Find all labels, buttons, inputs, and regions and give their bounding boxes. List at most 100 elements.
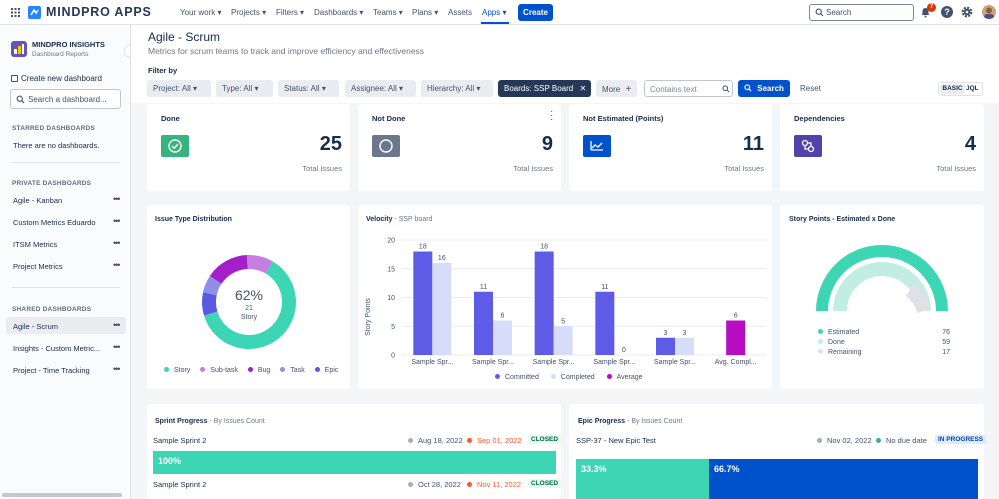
reset-button[interactable]: Reset [800, 84, 821, 93]
close-icon[interactable]: ✕ [579, 84, 587, 93]
legend-average[interactable]: Average [606, 374, 643, 381]
bar-committed[interactable] [413, 251, 433, 356]
nav-filters[interactable]: Filters ▾ [276, 8, 305, 17]
legend-label: Story [174, 367, 191, 374]
brand-name[interactable]: MINDPRO APPS [46, 5, 152, 19]
donut-slice-story[interactable] [204, 261, 296, 349]
more-options-icon[interactable]: ••• [113, 194, 121, 204]
sprint-name[interactable]: Sample Sprint 2 [153, 436, 207, 445]
nav-label: Assets [448, 8, 473, 17]
brand-logo-icon[interactable] [28, 6, 41, 19]
sprint-progress-title-text: Sprint Progress [155, 418, 208, 425]
jql-mode-button[interactable]: JQL [966, 85, 979, 92]
legend-dot [818, 329, 823, 334]
nav-teams[interactable]: Teams ▾ [373, 8, 403, 17]
sidebar-item-agile-scrum[interactable]: Agile - Scrum [13, 322, 59, 331]
bar-completed[interactable] [432, 263, 452, 355]
search-button[interactable]: Search [738, 80, 790, 97]
more-options-icon[interactable]: ••• [113, 238, 121, 248]
app-switcher-icon[interactable] [11, 8, 20, 17]
legend-story[interactable]: Story [164, 367, 190, 374]
sidebar-item-custom-metrics[interactable]: Custom Metrics Eduardo [13, 218, 96, 227]
collapse-sidebar-button[interactable]: ‹ [124, 44, 130, 58]
sidebar-scrollbar[interactable] [2, 493, 122, 497]
filter-assignee[interactable]: Assignee: All ▾ [345, 80, 416, 97]
stat-card-not-done[interactable]: Not Done · · · 9 Total Issues [358, 104, 561, 191]
donut-slice-task[interactable] [203, 275, 222, 296]
legend-committed[interactable]: Committed [495, 374, 539, 381]
row-value: 76 [942, 329, 950, 336]
donut-slice-sub-task[interactable] [247, 255, 273, 274]
bar-average[interactable] [726, 320, 746, 356]
settings-gear-icon[interactable] [961, 6, 973, 20]
nav-apps[interactable]: Apps ▾ [482, 8, 507, 17]
bar-committed[interactable] [474, 291, 493, 355]
bar-completed[interactable] [675, 337, 694, 355]
filter-type[interactable]: Type: All ▾ [216, 80, 273, 97]
legend-subtask[interactable]: Sub-task [200, 367, 238, 374]
global-search-input[interactable]: Search [809, 4, 914, 21]
legend-dot [818, 339, 823, 344]
basic-mode-button[interactable]: BASIC [940, 84, 965, 94]
sidebar-item-time-tracking[interactable]: Project - Time Tracking [13, 366, 90, 375]
bar-committed[interactable] [534, 251, 554, 356]
search-icon [815, 8, 824, 19]
dependency-icon [794, 135, 822, 157]
stat-card-dependencies[interactable]: Dependencies 4 Total Issues [780, 104, 984, 191]
help-icon[interactable]: ? [941, 6, 953, 18]
legend-bug[interactable]: Bug [247, 367, 271, 374]
bar-completed[interactable] [493, 320, 512, 356]
legend-epic[interactable]: Epic [314, 367, 339, 374]
legend-completed[interactable]: Completed [550, 374, 595, 381]
more-options-icon[interactable]: ••• [113, 364, 121, 374]
epic-start-text: Nov 02, 2022 [827, 436, 872, 445]
more-options-icon[interactable]: ••• [113, 320, 121, 330]
donut-slice-bug[interactable] [209, 255, 248, 285]
stat-sub: Total Issues [513, 164, 553, 173]
legend-label: Bug [257, 367, 271, 374]
data-label: 18 [540, 244, 548, 251]
story-points-title: Story Points - Estimated x Done [789, 216, 896, 223]
filter-project[interactable]: Project: All ▾ [147, 80, 211, 97]
bar-committed[interactable] [595, 291, 615, 355]
filter-more[interactable]: More + [596, 80, 637, 97]
stat-title: Done [161, 114, 180, 123]
nav-your-work[interactable]: Your work ▾ [180, 8, 222, 17]
legend-dot [200, 367, 206, 372]
bar-completed[interactable] [553, 326, 573, 355]
legend-label: Epic [324, 367, 339, 374]
app-name: MINDPRO INSIGHTS [32, 40, 105, 49]
row-done: Done 59 [818, 339, 950, 349]
nav-dashboards[interactable]: Dashboards ▾ [314, 8, 364, 17]
nav-assets[interactable]: Assets [448, 8, 472, 17]
sidebar-item-project-metrics[interactable]: Project Metrics [13, 262, 63, 271]
nav-plans[interactable]: Plans ▾ [412, 8, 439, 17]
user-avatar[interactable] [982, 5, 996, 19]
sprint-progress-bar[interactable]: 100% [153, 451, 556, 474]
stat-card-done[interactable]: Done 25 Total Issues [147, 104, 350, 191]
more-options-icon[interactable]: ••• [113, 216, 121, 226]
sprint-name[interactable]: Sample Sprint 2 [153, 480, 207, 489]
filter-boards-active[interactable]: Boards: SSP Board ✕ [498, 80, 591, 97]
sidebar-item-insights-custom[interactable]: Insights - Custom Metric... [13, 344, 101, 353]
epic-name[interactable]: SSP-37 - New Epic Test [576, 436, 656, 445]
filter-hierarchy[interactable]: Hierarchy: All ▾ [421, 80, 493, 97]
donut-slice-epic[interactable] [202, 292, 218, 316]
data-label: 3 [664, 330, 668, 337]
epic-progress-bar[interactable]: 33.3% 66.7% [576, 459, 978, 499]
filter-status[interactable]: Status: All ▾ [278, 80, 339, 97]
dashboard-search-input[interactable]: Search a dashboard... [10, 89, 121, 109]
create-dashboard-link[interactable]: Create new dashboard [11, 74, 102, 83]
sidebar-item-itsm-metrics[interactable]: ITSM Metrics [13, 240, 58, 249]
contains-text-input[interactable]: Contains text [644, 80, 733, 97]
nav-projects[interactable]: Projects ▾ [231, 8, 267, 17]
stat-card-not-estimated[interactable]: Not Estimated (Points) 11 Total Issues [569, 104, 772, 191]
legend-task[interactable]: Task [280, 367, 305, 374]
more-options-icon[interactable]: ••• [113, 260, 121, 270]
sidebar-item-agile-kanban[interactable]: Agile - Kanban [13, 196, 63, 205]
bar-committed[interactable] [656, 337, 675, 355]
legend-dot [280, 367, 286, 372]
more-options-icon[interactable]: ••• [113, 342, 121, 352]
create-button[interactable]: Create [518, 4, 553, 21]
more-vertical-icon[interactable]: · · · [550, 106, 554, 125]
